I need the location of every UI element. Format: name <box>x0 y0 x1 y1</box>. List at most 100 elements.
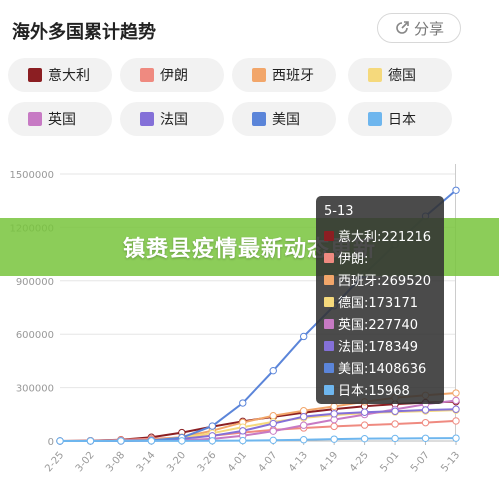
legend-label: 德国 <box>388 68 416 84</box>
legend-swatch <box>28 112 42 126</box>
share-label: 分享 <box>413 19 444 38</box>
data-point <box>299 412 308 421</box>
series-line <box>59 437 457 442</box>
data-point <box>330 410 338 418</box>
data-point <box>299 332 308 341</box>
header: 海外多国累计趋势 分享 <box>0 0 499 56</box>
tooltip-text: 德国:173171 <box>338 296 419 311</box>
legend-swatch <box>368 68 382 82</box>
data-point <box>421 434 430 442</box>
series-line <box>59 419 457 442</box>
legend-item-italy[interactable]: 意大利 <box>8 58 112 92</box>
y-tick-label: 0 <box>48 437 54 448</box>
tooltip-swatch <box>324 230 334 241</box>
data-point <box>391 407 399 415</box>
line-chart[interactable]: 0300000600000900000120000015000002-253-0… <box>0 150 499 497</box>
legend-label: 西班牙 <box>272 68 314 84</box>
data-point <box>452 396 460 405</box>
legend-item-france[interactable]: 法国 <box>120 102 224 136</box>
data-point <box>391 434 399 443</box>
data-point <box>330 422 338 431</box>
data-point <box>452 434 460 442</box>
tooltip-row: 日本:15968 <box>324 380 410 399</box>
page-title: 海外多国累计趋势 <box>12 22 156 43</box>
tooltip-text: 美国:1408636 <box>338 362 427 377</box>
legend-label: 日本 <box>388 112 416 128</box>
x-tick-label: 3-02 <box>74 450 97 474</box>
x-tick-label: 5-01 <box>378 450 401 474</box>
tooltip-text: 意大利:221216 <box>338 230 432 245</box>
legend-swatch <box>28 68 42 82</box>
tooltip-swatch <box>324 318 334 329</box>
tooltip-date: 5-13 <box>324 204 354 219</box>
x-tick-label: 3-08 <box>104 450 127 474</box>
share-icon <box>396 21 409 34</box>
data-point <box>269 427 277 435</box>
data-point <box>299 421 308 429</box>
legend-item-uk[interactable]: 英国 <box>8 102 112 136</box>
y-tick-label: 1500000 <box>9 170 54 181</box>
data-point <box>391 420 399 428</box>
data-point <box>239 427 247 435</box>
data-point <box>269 419 277 428</box>
legend-swatch <box>140 112 154 126</box>
data-point <box>330 435 338 443</box>
data-point <box>452 405 460 413</box>
legend-label: 伊朗 <box>160 68 188 84</box>
x-tick-label: 4-19 <box>317 450 340 474</box>
data-point <box>178 437 186 445</box>
x-tick-label: 4-25 <box>348 450 371 474</box>
data-point <box>269 412 277 420</box>
tooltip-swatch <box>324 296 334 307</box>
tooltip-text: 日本:15968 <box>338 384 410 399</box>
x-tick-label: 2-25 <box>43 450 66 474</box>
tooltip-swatch <box>324 340 334 351</box>
legend-item-iran[interactable]: 伊朗 <box>120 58 224 92</box>
data-point <box>360 421 369 429</box>
legend-item-spain[interactable]: 西班牙 <box>232 58 336 92</box>
tooltip-row: 西班牙:269520 <box>324 270 431 289</box>
data-point <box>452 389 460 397</box>
data-point <box>421 406 430 414</box>
legend-label: 美国 <box>272 112 300 128</box>
tooltip-row: 法国:178349 <box>324 336 418 355</box>
y-tick-label: 900000 <box>16 277 54 288</box>
tooltip-row: 德国:173171 <box>324 292 418 311</box>
legend-swatch <box>368 112 382 126</box>
data-point <box>56 437 64 445</box>
x-tick-label: 3-20 <box>165 450 188 474</box>
x-tick-label: 5-07 <box>409 450 432 474</box>
legend-item-japan[interactable]: 日本 <box>348 102 452 136</box>
legend-label: 法国 <box>160 112 188 128</box>
tooltip-swatch <box>324 252 334 263</box>
legend-item-usa[interactable]: 美国 <box>232 102 336 136</box>
tooltip-text: 伊朗: <box>338 252 369 267</box>
y-tick-label: 300000 <box>16 384 54 395</box>
tooltip-swatch <box>324 384 334 395</box>
legend-swatch <box>252 112 266 126</box>
share-button[interactable]: 分享 <box>377 13 461 43</box>
tooltip-row: 伊朗: <box>324 248 368 267</box>
tooltip-row: 英国:227740 <box>324 314 418 333</box>
legend-label: 意大利 <box>48 68 90 84</box>
data-point <box>360 408 369 416</box>
tooltip-swatch <box>324 274 334 285</box>
x-tick-label: 4-13 <box>287 450 310 474</box>
x-tick-label: 3-26 <box>196 450 219 474</box>
legend-item-germany[interactable]: 德国 <box>348 58 452 92</box>
x-tick-label: 3-14 <box>135 450 158 474</box>
legend-swatch <box>252 68 266 82</box>
data-point <box>86 437 95 445</box>
data-point <box>239 436 247 445</box>
legend-swatch <box>140 68 154 82</box>
data-point <box>269 366 277 375</box>
data-point <box>452 186 460 194</box>
data-point <box>330 402 338 411</box>
tooltip-swatch <box>324 362 334 373</box>
data-point <box>452 417 460 425</box>
tooltip-row: 美国:1408636 <box>324 358 426 377</box>
data-point <box>117 437 125 445</box>
data-point <box>269 436 277 445</box>
chart-tooltip: 5-13 意大利:221216 伊朗: 西班牙:269520 德国:173171 英国:… <box>316 196 444 404</box>
data-point <box>239 399 247 407</box>
